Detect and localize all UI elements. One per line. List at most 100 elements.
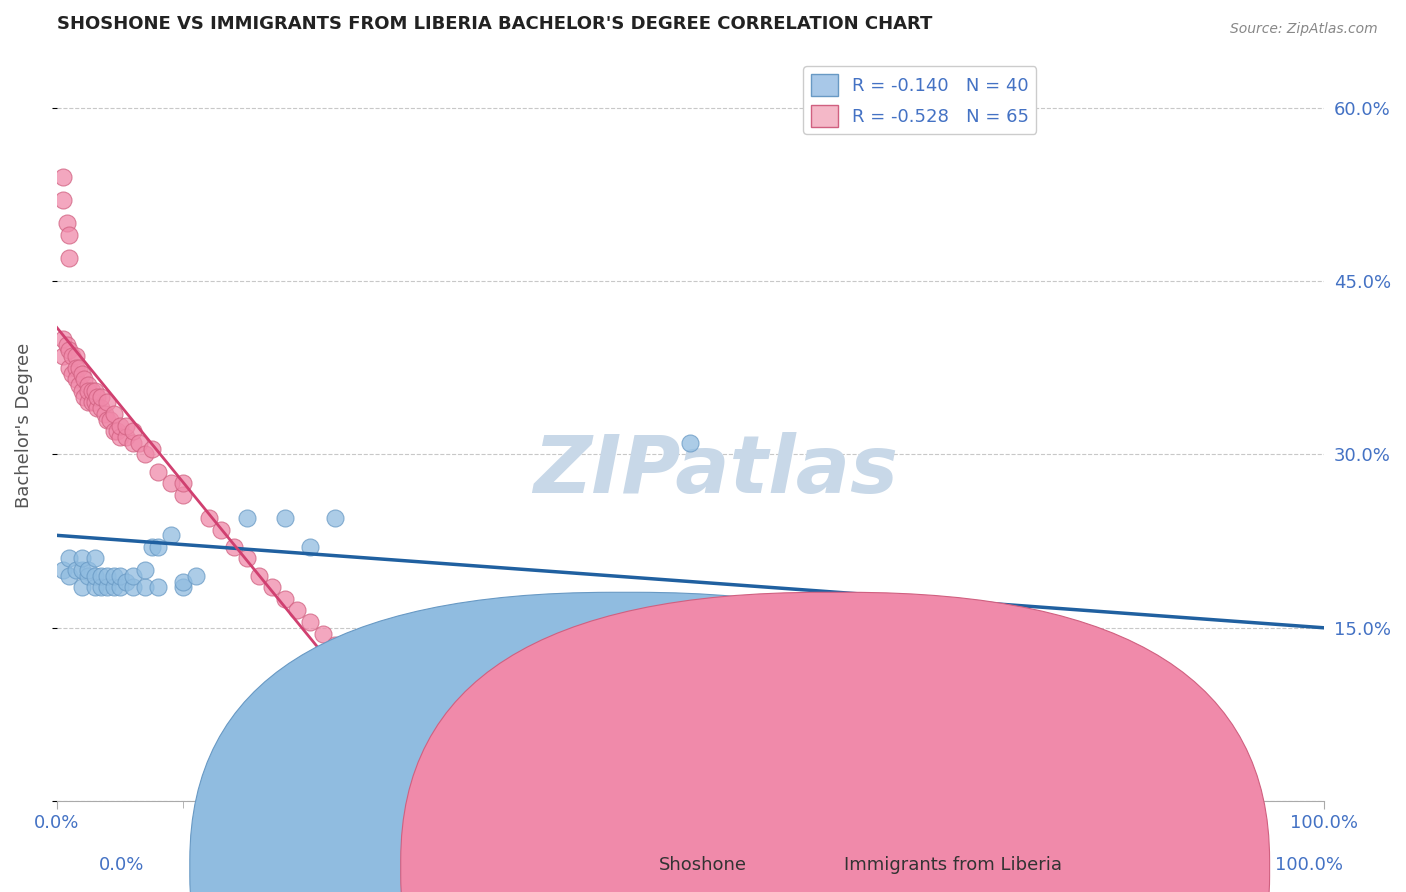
Point [58,569,80,583]
Point [73,372,96,386]
Point [337,649,360,664]
Point [83,569,105,583]
Point [401,707,423,722]
Point [274,591,297,606]
Point [58,227,80,242]
Point [108,580,131,594]
Point [70,367,93,381]
Point [52,169,75,184]
Point [115,418,138,433]
Point [325,638,347,652]
Point [1161,690,1184,705]
Point [146,540,169,554]
Legend: R = -0.140   N = 40, R = -0.528   N = 65: R = -0.140 N = 40, R = -0.528 N = 65 [803,66,1036,134]
Point [96,395,118,409]
Text: Shoshone: Shoshone [659,855,747,873]
Point [103,425,125,439]
Point [52,349,75,363]
Point [90,390,112,404]
Point [121,580,143,594]
Point [209,523,232,537]
Point [86,401,108,416]
Text: 0.0%: 0.0% [98,855,143,873]
Point [146,465,169,479]
Point [70,580,93,594]
Point [375,690,398,705]
Point [65,349,87,363]
Point [134,580,156,594]
Point [121,569,143,583]
Point [299,540,322,554]
Point [107,425,129,439]
Point [67,378,90,392]
Text: ZIPatlas: ZIPatlas [533,432,898,509]
Point [249,569,271,583]
Point [65,563,87,577]
Point [103,407,125,421]
Point [58,251,80,265]
Point [121,435,143,450]
Point [426,724,449,739]
Point [90,580,112,594]
Point [159,528,181,542]
Point [77,563,100,577]
Point [96,413,118,427]
Y-axis label: Bachelor's Degree: Bachelor's Degree [15,343,32,508]
Point [141,442,163,456]
Point [262,580,284,594]
Point [83,551,105,566]
Point [172,574,194,589]
Point [679,435,702,450]
Point [325,511,347,525]
Point [197,511,219,525]
Point [121,425,143,439]
Point [60,349,83,363]
Point [77,384,100,398]
Point [73,390,96,404]
Point [82,395,104,409]
Point [451,747,474,762]
Point [83,384,105,398]
Point [60,367,83,381]
Point [146,580,169,594]
Point [77,395,100,409]
Point [90,401,112,416]
Point [103,569,125,583]
Point [172,580,194,594]
Point [134,447,156,461]
Point [235,551,257,566]
Point [222,540,245,554]
Point [65,372,87,386]
Point [312,626,335,640]
Point [287,603,309,617]
Point [103,580,125,594]
Point [67,360,90,375]
Text: Immigrants from Liberia: Immigrants from Liberia [844,855,1062,873]
Point [58,343,80,358]
Point [108,418,131,433]
Point [55,337,77,351]
Point [96,580,118,594]
Point [70,384,93,398]
Text: SHOSHONE VS IMMIGRANTS FROM LIBERIA BACHELOR'S DEGREE CORRELATION CHART: SHOSHONE VS IMMIGRANTS FROM LIBERIA BACH… [56,15,932,33]
Point [58,551,80,566]
Point [98,413,121,427]
Point [363,679,385,693]
Point [299,615,322,629]
Point [128,435,150,450]
Point [77,569,100,583]
Point [869,638,891,652]
Point [172,476,194,491]
Point [108,569,131,583]
Point [55,216,77,230]
Point [134,563,156,577]
Point [52,332,75,346]
Point [274,511,297,525]
Point [235,511,257,525]
Point [115,430,138,444]
Point [439,736,461,750]
Point [83,580,105,594]
Point [65,360,87,375]
Point [159,476,181,491]
Point [94,407,117,421]
